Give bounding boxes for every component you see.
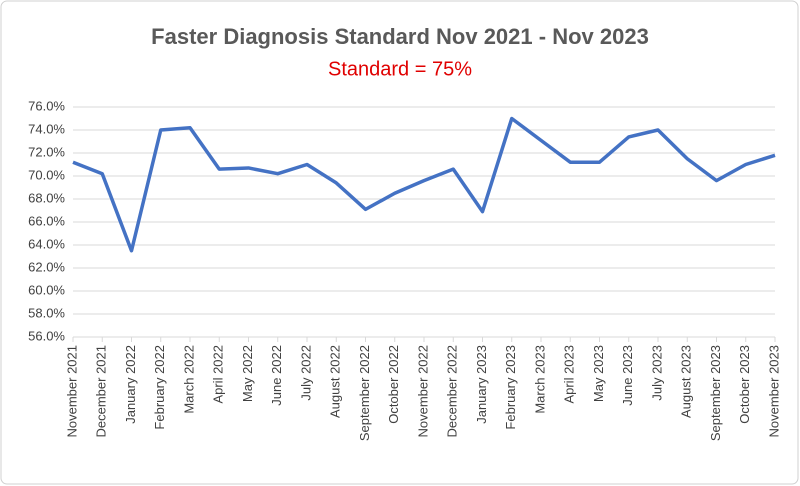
y-tick-label: 58.0% [28,305,65,320]
x-tick-label: April 2022 [211,345,226,404]
x-tick-label: February 2022 [152,345,167,430]
x-tick-label: October 2022 [386,345,401,424]
y-tick-label: 70.0% [28,167,65,182]
y-tick-label: 72.0% [28,144,65,159]
chart-subtitle: Standard = 75% [328,58,472,80]
x-tick-label: February 2023 [503,345,518,430]
x-tick-label: October 2023 [737,345,752,424]
y-tick-label: 62.0% [28,259,65,274]
line-series [72,116,776,253]
x-tick-label: December 2021 [94,345,109,438]
x-tick-label: December 2022 [445,345,460,438]
x-tick-label: September 2023 [708,345,723,441]
x-tick-label: January 2022 [123,345,138,424]
x-tick-label: August 2022 [328,345,343,418]
x-tick-label: November 2023 [766,345,781,438]
x-tick-label: August 2023 [679,345,694,418]
x-tick-label: November 2022 [415,345,430,438]
y-tick-label: 60.0% [28,282,65,297]
y-tick-label: 74.0% [28,121,65,136]
x-tick-label: January 2023 [474,345,489,424]
x-tick-label: July 2023 [649,345,664,401]
x-tick-label: September 2022 [357,345,372,441]
x-tick-label: April 2023 [562,345,577,404]
x-tick-label: November 2021 [64,345,79,438]
x-tick-label: May 2023 [591,345,606,402]
x-tick-label: June 2022 [269,345,284,406]
x-tick-label: July 2022 [298,345,313,401]
chart-title: Faster Diagnosis Standard Nov 2021 - Nov… [151,24,649,49]
y-tick-label: 76.0% [28,98,65,113]
x-tick-label: May 2022 [240,345,255,402]
y-tick-label: 56.0% [28,328,65,343]
y-tick-label: 66.0% [28,213,65,228]
y-tick-label: 64.0% [28,236,65,251]
y-tick-label: 68.0% [28,190,65,205]
x-tick-label: June 2023 [620,345,635,406]
x-tick-label: March 2023 [532,345,547,414]
x-tick-label: March 2022 [181,345,196,414]
